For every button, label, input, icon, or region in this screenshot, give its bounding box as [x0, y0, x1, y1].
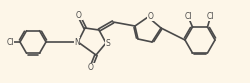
- Text: S: S: [106, 39, 110, 47]
- Text: O: O: [76, 11, 82, 20]
- Text: Cl: Cl: [6, 38, 14, 46]
- Text: Cl: Cl: [185, 12, 192, 21]
- Text: O: O: [148, 12, 154, 21]
- Text: O: O: [88, 63, 94, 72]
- Text: Cl: Cl: [207, 12, 214, 21]
- Text: N: N: [74, 38, 80, 46]
